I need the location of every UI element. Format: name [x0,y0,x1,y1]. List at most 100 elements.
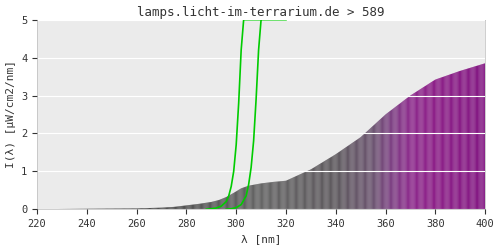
Polygon shape [167,207,168,209]
Polygon shape [470,68,472,209]
Polygon shape [209,202,210,209]
Polygon shape [410,95,412,209]
Polygon shape [182,206,183,209]
Polygon shape [211,202,212,209]
Polygon shape [364,133,365,209]
Polygon shape [321,162,322,209]
Polygon shape [186,205,188,209]
Polygon shape [417,91,418,209]
Polygon shape [224,198,225,209]
Polygon shape [226,196,227,209]
Polygon shape [133,208,134,209]
Polygon shape [169,207,170,209]
Polygon shape [418,90,419,209]
Polygon shape [292,178,294,209]
Polygon shape [400,103,401,209]
Polygon shape [433,80,434,209]
Polygon shape [355,140,356,209]
Polygon shape [204,203,206,209]
Polygon shape [284,181,286,209]
Polygon shape [307,171,308,209]
Polygon shape [469,68,470,209]
Polygon shape [236,191,237,209]
Polygon shape [176,206,177,209]
Polygon shape [380,118,381,209]
Polygon shape [468,68,469,209]
Polygon shape [288,180,289,209]
Polygon shape [165,207,166,209]
Polygon shape [175,207,176,209]
Polygon shape [337,152,338,209]
Polygon shape [210,202,211,209]
Polygon shape [276,182,277,209]
Polygon shape [289,179,290,209]
Polygon shape [194,204,195,209]
Polygon shape [164,208,165,209]
Polygon shape [323,162,324,209]
Polygon shape [308,170,310,209]
Polygon shape [322,162,323,209]
Polygon shape [245,187,246,209]
Polygon shape [222,198,224,209]
Polygon shape [251,185,252,209]
Polygon shape [151,208,152,209]
Polygon shape [294,176,295,209]
Polygon shape [459,71,460,209]
Polygon shape [110,208,112,209]
Polygon shape [255,184,256,209]
Polygon shape [358,138,360,209]
Polygon shape [279,181,280,209]
Polygon shape [401,102,402,209]
Polygon shape [450,74,451,209]
Polygon shape [134,208,136,209]
Polygon shape [367,131,368,209]
Polygon shape [174,207,175,209]
Polygon shape [113,208,114,209]
Polygon shape [396,106,398,209]
Polygon shape [108,208,109,209]
Polygon shape [125,208,126,209]
Polygon shape [193,204,194,209]
Polygon shape [191,205,192,209]
Polygon shape [412,94,414,209]
Polygon shape [383,116,384,209]
Polygon shape [478,65,479,209]
Polygon shape [159,208,160,209]
Polygon shape [333,156,334,209]
Polygon shape [315,166,316,209]
Polygon shape [444,76,445,209]
Polygon shape [406,98,407,209]
Polygon shape [277,182,278,209]
Polygon shape [272,182,274,209]
Polygon shape [356,140,357,209]
Polygon shape [330,157,331,209]
Polygon shape [453,73,454,209]
Polygon shape [112,208,113,209]
Polygon shape [214,201,216,209]
Polygon shape [376,122,378,209]
Polygon shape [115,208,116,209]
Polygon shape [424,86,425,209]
Polygon shape [461,70,462,209]
Polygon shape [298,174,300,209]
Polygon shape [425,86,426,209]
Polygon shape [258,184,260,209]
Polygon shape [328,158,329,209]
Polygon shape [212,202,214,209]
Polygon shape [302,173,303,209]
Polygon shape [313,168,314,209]
Polygon shape [479,65,480,209]
Polygon shape [409,96,410,209]
Polygon shape [139,208,140,209]
Polygon shape [440,78,441,209]
Polygon shape [136,208,138,209]
Polygon shape [184,206,185,209]
Polygon shape [346,146,347,209]
Polygon shape [480,64,482,209]
Polygon shape [217,200,218,209]
Polygon shape [280,181,281,209]
Polygon shape [234,192,235,209]
Polygon shape [130,208,131,209]
Polygon shape [122,208,123,209]
Polygon shape [118,208,120,209]
